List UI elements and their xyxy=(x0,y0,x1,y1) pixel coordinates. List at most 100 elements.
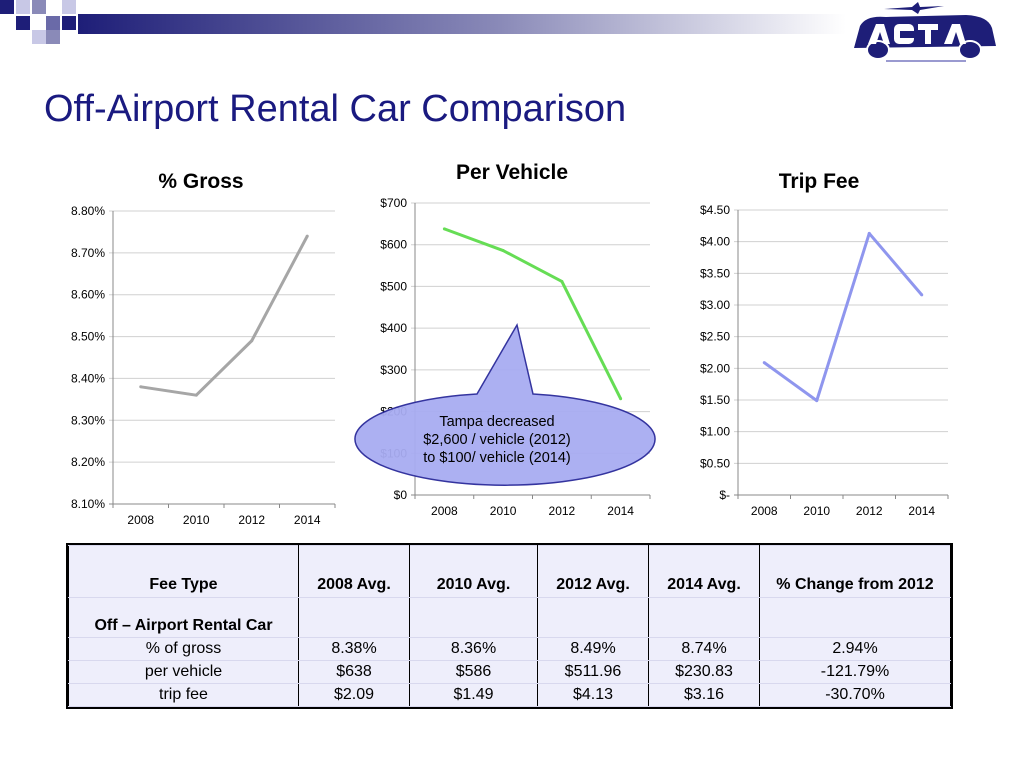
table-cell xyxy=(409,597,538,638)
callout-line: to $100/ vehicle (2014) xyxy=(423,450,571,466)
header-fee-type: Fee Type xyxy=(68,545,299,598)
callout-line: $2,600 / vehicle (2012) xyxy=(423,432,571,448)
table-cell: trip fee xyxy=(68,683,299,707)
gross-x-tick-label: 2010 xyxy=(183,513,210,527)
trip-fee-y-tick-label: $3.00 xyxy=(700,298,730,312)
vehicle-y-tick-label: $700 xyxy=(380,196,407,210)
fee-comparison-table: Fee Type 2008 Avg. 2010 Avg. 2012 Avg. 2… xyxy=(66,543,953,709)
table-row: % of gross 8.38% 8.36% 8.49% 8.74% 2.94% xyxy=(68,637,951,661)
vehicle-x-tick-label: 2008 xyxy=(431,504,458,518)
gross-data-point xyxy=(250,339,254,343)
trip-fee-x-tick-label: 2014 xyxy=(908,504,935,518)
slide-title: Off-Airport Rental Car Comparison xyxy=(44,88,627,130)
gross-series-line xyxy=(140,235,309,397)
table-cell: 8.49% xyxy=(537,637,649,661)
table-cell: $4.13 xyxy=(537,683,649,707)
gross-y-tick-label: 8.10% xyxy=(71,497,105,511)
trip-fee-x-tick-label: 2008 xyxy=(751,504,778,518)
table-cell: $1.49 xyxy=(409,683,538,707)
vehicle-data-point xyxy=(501,249,505,253)
gross-y-tick-label: 8.20% xyxy=(71,455,105,469)
gross-data-point xyxy=(139,385,143,389)
gross-y-tick-label: 8.30% xyxy=(71,413,105,427)
header-2008: 2008 Avg. xyxy=(298,545,410,598)
table-cell xyxy=(648,597,760,638)
header-change: % Change from 2012 xyxy=(759,545,951,598)
vehicle-chart-title: Per Vehicle xyxy=(456,161,568,184)
gross-x-tick-label: 2008 xyxy=(127,513,154,527)
callout-line: Tampa decreased xyxy=(439,414,555,430)
header-2014: 2014 Avg. xyxy=(648,545,760,598)
gross-data-point xyxy=(194,393,198,397)
table-cell xyxy=(298,597,410,638)
gross-y-tick-label: 8.40% xyxy=(71,371,105,385)
table-cell: $511.96 xyxy=(537,660,649,684)
corner-decoration xyxy=(0,0,846,44)
trip-fee-y-tick-label: $3.50 xyxy=(700,266,730,280)
table-cell: % of gross xyxy=(68,637,299,661)
vehicle-x-tick-label: 2014 xyxy=(607,504,634,518)
trip-fee-x-tick-label: 2010 xyxy=(803,504,830,518)
trip-fee-y-tick-label: $0.50 xyxy=(700,456,730,470)
section-label: Off – Airport Rental Car xyxy=(68,597,299,638)
gross-y-tick-label: 8.80% xyxy=(71,204,105,218)
vehicle-x-tick-label: 2012 xyxy=(549,504,576,518)
vehicle-y-tick-label: $400 xyxy=(380,321,407,335)
trip-fee-y-tick-label: $2.50 xyxy=(700,330,730,344)
table-header-row: Fee Type 2008 Avg. 2010 Avg. 2012 Avg. 2… xyxy=(68,545,951,598)
vehicle-data-point xyxy=(560,279,564,283)
trip-fee-data-point xyxy=(867,231,871,235)
table-cell: per vehicle xyxy=(68,660,299,684)
callout-bubble xyxy=(354,322,656,486)
vehicle-y-tick-label: $300 xyxy=(380,363,407,377)
trip-fee-chart-title: Trip Fee xyxy=(779,170,860,193)
gross-x-tick-label: 2014 xyxy=(294,513,321,527)
table-cell: -121.79% xyxy=(759,660,951,684)
agta-logo xyxy=(854,2,996,62)
gross-chart-title: % Gross xyxy=(158,170,243,193)
table-cell: -30.70% xyxy=(759,683,951,707)
table-cell: 8.36% xyxy=(409,637,538,661)
trip-fee-y-tick-label: $- xyxy=(719,488,730,502)
vehicle-y-tick-label: $0 xyxy=(394,488,408,502)
trip-fee-x-tick-label: 2012 xyxy=(856,504,883,518)
gross-x-tick-label: 2012 xyxy=(238,513,265,527)
gross-data-point xyxy=(305,234,309,238)
gross-chart: % Gross 8.10% 8.20% 8.30% 8.40% 8.50% 8.60% 8.… xyxy=(71,170,336,527)
trip-fee-data-point xyxy=(920,293,924,297)
table-section-row: Off – Airport Rental Car xyxy=(68,597,951,638)
trip-fee-y-tick-label: $4.50 xyxy=(700,203,730,217)
vehicle-series-line xyxy=(443,227,622,400)
vehicle-data-point xyxy=(442,227,446,231)
gross-y-tick-label: 8.70% xyxy=(71,246,105,260)
table-cell: 2.94% xyxy=(759,637,951,661)
table-cell: $586 xyxy=(409,660,538,684)
trip-fee-data-point xyxy=(762,361,766,365)
trip-fee-y-tick-label: $1.00 xyxy=(700,425,730,439)
vehicle-chart: Per Vehicle $0$100$200$300$400$500$600$7… xyxy=(354,161,656,518)
trip-fee-chart: Trip Fee $- $0.50 $1.00 $1.50 $2.00 $2.50 $3.0… xyxy=(700,170,949,518)
header-2012: 2012 Avg. xyxy=(537,545,649,598)
trip-fee-y-tick-label: $4.00 xyxy=(700,235,730,249)
trip-fee-y-tick-label: $1.50 xyxy=(700,393,730,407)
vehicle-x-tick-label: 2010 xyxy=(490,504,517,518)
table-cell: 8.38% xyxy=(298,637,410,661)
table-cell: 8.74% xyxy=(648,637,760,661)
table-cell: $3.16 xyxy=(648,683,760,707)
table-cell xyxy=(759,597,951,638)
gross-y-tick-label: 8.60% xyxy=(71,288,105,302)
table-row: trip fee $2.09 $1.49 $4.13 $3.16 -30.70% xyxy=(68,683,951,707)
trip-fee-data-point xyxy=(815,399,819,403)
vehicle-y-tick-label: $600 xyxy=(380,238,407,252)
trip-fee-series-line xyxy=(763,231,923,403)
table-cell: $638 xyxy=(298,660,410,684)
gross-y-tick-label: 8.50% xyxy=(71,330,105,344)
callout-text: Tampa decreased $2,600 / vehicle (2012) … xyxy=(392,413,602,467)
trip-fee-y-tick-label: $2.00 xyxy=(700,361,730,375)
vehicle-y-tick-label: $500 xyxy=(380,279,407,293)
table-cell: $230.83 xyxy=(648,660,760,684)
table-cell xyxy=(537,597,649,638)
table-cell: $2.09 xyxy=(298,683,410,707)
table-row: per vehicle $638 $586 $511.96 $230.83 -1… xyxy=(68,660,951,684)
vehicle-data-point xyxy=(619,397,623,401)
